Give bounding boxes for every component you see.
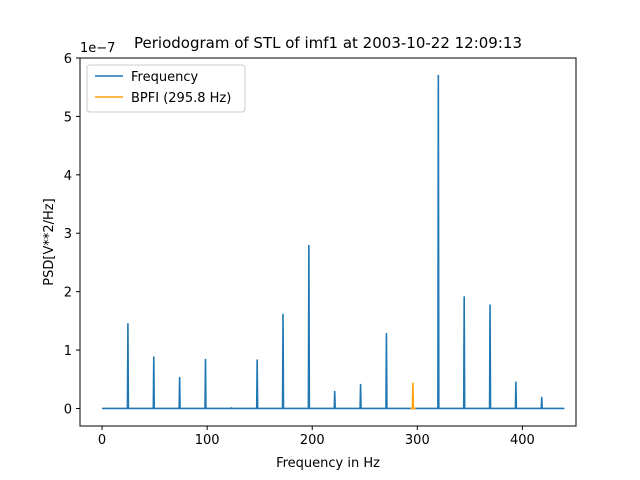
plot-frame [79, 57, 577, 427]
legend-label-bpfi: BPFI (295.8 Hz) [131, 91, 231, 106]
x-axis-label: Frequency in Hz [276, 456, 380, 471]
y-tick-label: 2 [64, 286, 72, 301]
y-tick-label: 5 [64, 110, 72, 125]
y-axis-ticks: 0 1 2 3 4 5 6 [64, 52, 80, 417]
x-tick-label: 0 [98, 433, 106, 448]
x-tick-label: 200 [300, 433, 325, 448]
y-tick-label: 4 [64, 169, 72, 184]
legend-label-frequency: Frequency [131, 70, 198, 85]
y-axis-label: PSD[V**2/Hz] [42, 198, 57, 285]
legend: Frequency BPFI (295.8 Hz) [86, 64, 246, 113]
y-tick-label: 1 [64, 344, 72, 359]
series-line-1 [410, 382, 416, 410]
x-axis-ticks: 0 100 200 300 400 [98, 426, 535, 448]
series-line-0 [102, 74, 565, 410]
y-tick-label: 0 [64, 402, 72, 417]
y-tick-label: 3 [64, 227, 72, 242]
y-tick-label: 6 [64, 52, 72, 67]
legend-box [86, 64, 246, 113]
x-tick-label: 100 [195, 433, 220, 448]
y-offset-label: 1e−7 [80, 41, 115, 56]
plot-lines [102, 74, 565, 410]
x-tick-label: 300 [405, 433, 430, 448]
x-tick-label: 400 [510, 433, 535, 448]
chart-title: Periodogram of STL of imf1 at 2003-10-22… [134, 34, 522, 52]
